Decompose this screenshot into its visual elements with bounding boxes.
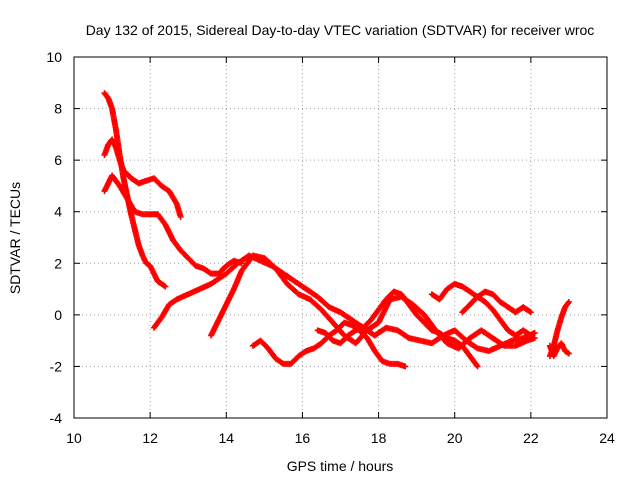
- data-point: [565, 298, 572, 305]
- y-tick-label: 0: [54, 307, 62, 323]
- data-point: [402, 363, 409, 370]
- chart-title: Day 132 of 2015, Sidereal Day-to-day VTE…: [86, 22, 595, 38]
- x-tick-label: 22: [523, 430, 539, 446]
- y-tick-label: -4: [50, 410, 63, 426]
- y-tick-label: 2: [54, 255, 62, 271]
- axis-ticks: [73, 56, 608, 419]
- data-point: [531, 329, 538, 336]
- data-points: [101, 90, 572, 370]
- y-tick-label: 4: [54, 204, 62, 220]
- plot-frame: [73, 56, 608, 419]
- y-tick-label: -2: [50, 358, 63, 374]
- data-point: [162, 283, 169, 290]
- x-axis-label: GPS time / hours: [287, 458, 394, 474]
- x-tick-label: 14: [218, 430, 234, 446]
- grid: [74, 57, 607, 418]
- y-tick-label: 6: [54, 152, 62, 168]
- x-tick-label: 16: [295, 430, 311, 446]
- y-axis-label: SDTVAR / TECUs: [7, 182, 23, 294]
- x-tick-label: 24: [599, 430, 615, 446]
- x-tick-label: 18: [371, 430, 387, 446]
- data-point: [474, 363, 481, 370]
- y-tick-label: 10: [46, 49, 62, 65]
- data-point: [527, 309, 534, 316]
- x-tick-label: 10: [66, 430, 82, 446]
- x-tick-label: 20: [447, 430, 463, 446]
- data-point: [527, 332, 534, 339]
- data-point: [565, 350, 572, 357]
- x-tick-label: 12: [142, 430, 158, 446]
- data-point: [531, 335, 538, 342]
- y-tick-label: 8: [54, 101, 62, 117]
- data-point: [177, 213, 184, 220]
